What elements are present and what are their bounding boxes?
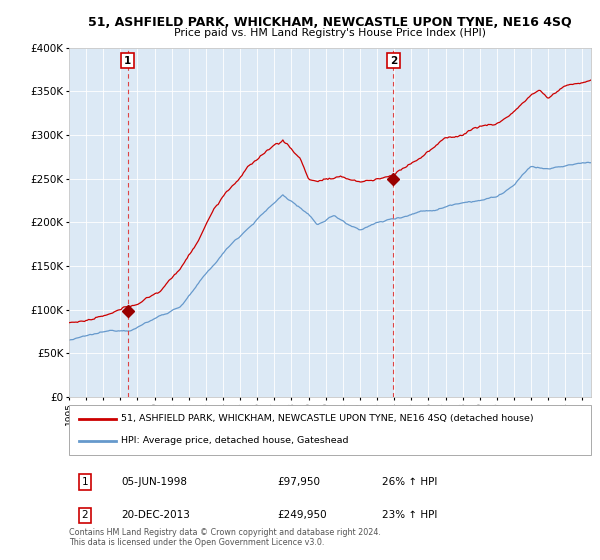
Text: Contains HM Land Registry data © Crown copyright and database right 2024.
This d: Contains HM Land Registry data © Crown c… <box>69 528 381 547</box>
Text: 51, ASHFIELD PARK, WHICKHAM, NEWCASTLE UPON TYNE, NE16 4SQ (detached house): 51, ASHFIELD PARK, WHICKHAM, NEWCASTLE U… <box>121 414 534 423</box>
Text: HPI: Average price, detached house, Gateshead: HPI: Average price, detached house, Gate… <box>121 436 349 445</box>
Text: 20-DEC-2013: 20-DEC-2013 <box>121 510 190 520</box>
Text: Price paid vs. HM Land Registry's House Price Index (HPI): Price paid vs. HM Land Registry's House … <box>174 28 486 38</box>
Bar <box>69 404 591 455</box>
Text: 26% ↑ HPI: 26% ↑ HPI <box>382 477 437 487</box>
Text: 1: 1 <box>124 55 131 66</box>
Text: 23% ↑ HPI: 23% ↑ HPI <box>382 510 437 520</box>
Text: £97,950: £97,950 <box>278 477 321 487</box>
Text: 2: 2 <box>390 55 397 66</box>
Text: 05-JUN-1998: 05-JUN-1998 <box>121 477 187 487</box>
Text: £249,950: £249,950 <box>278 510 328 520</box>
Text: 51, ASHFIELD PARK, WHICKHAM, NEWCASTLE UPON TYNE, NE16 4SQ: 51, ASHFIELD PARK, WHICKHAM, NEWCASTLE U… <box>88 16 572 29</box>
Text: 1: 1 <box>82 477 88 487</box>
Text: 2: 2 <box>82 510 88 520</box>
